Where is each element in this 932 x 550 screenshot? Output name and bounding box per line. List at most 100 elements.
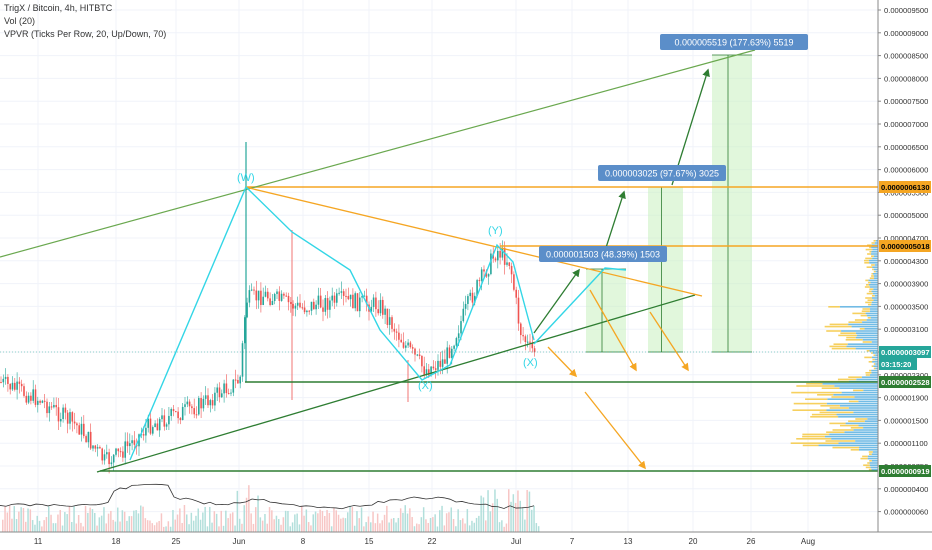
candle-body xyxy=(375,297,377,310)
candle-body xyxy=(211,400,214,406)
candle-body xyxy=(331,295,333,301)
candle-body xyxy=(384,308,386,315)
candle-body xyxy=(471,292,474,303)
volume-bar xyxy=(202,512,204,532)
vpvr-up xyxy=(855,347,878,350)
vpvr-down xyxy=(867,303,872,306)
candle-body xyxy=(20,383,23,387)
time-tick-label: 15 xyxy=(365,537,374,546)
bear-arrow xyxy=(584,391,646,470)
candle-body xyxy=(457,333,460,339)
volume-bar xyxy=(252,523,255,532)
candle-body xyxy=(508,262,511,266)
vpvr-up xyxy=(867,455,878,458)
candle-body xyxy=(361,295,363,298)
vpvr-down xyxy=(873,363,876,365)
volume-bar xyxy=(34,524,36,532)
candle-body xyxy=(50,406,53,408)
candle-body xyxy=(66,412,69,424)
candle-body xyxy=(490,253,492,275)
volume-bar xyxy=(519,500,521,532)
candle-body xyxy=(255,290,258,301)
candle-body xyxy=(103,454,106,461)
volume-bar xyxy=(11,518,13,532)
vpvr-down xyxy=(792,409,827,411)
chart-legend: TrigX / Bitcoin, 4h, HITBTC Vol (20) VPV… xyxy=(4,2,166,41)
candle-body xyxy=(145,427,147,436)
candle-body xyxy=(76,423,78,426)
volume-bar xyxy=(195,515,197,532)
price-tick-label: 0.000009000 xyxy=(884,29,928,38)
vpvr-down xyxy=(867,299,874,301)
volume-bar xyxy=(381,520,383,532)
vpvr-up xyxy=(851,325,878,328)
volume-bar xyxy=(487,490,489,532)
volume-bar xyxy=(22,507,25,532)
volume-bar xyxy=(508,489,510,532)
candle-body xyxy=(478,280,481,282)
volume-bar xyxy=(457,509,459,532)
vpvr-down xyxy=(864,356,872,359)
candle-body xyxy=(253,289,255,291)
vpvr-down xyxy=(791,391,842,394)
candle-body xyxy=(260,290,262,305)
vpvr-down xyxy=(802,435,825,438)
volume-bar xyxy=(450,507,452,532)
candle-body xyxy=(464,303,467,309)
volume-bar xyxy=(243,505,245,532)
candle-body xyxy=(388,317,391,325)
volume-bar xyxy=(18,511,20,532)
price-tick-label: 0.000000400 xyxy=(884,485,928,494)
volume-bar xyxy=(370,522,372,532)
target-zone xyxy=(586,269,626,352)
candle-body xyxy=(46,401,48,414)
candle-body xyxy=(467,296,469,304)
price-badge-label: 0.0000000919 xyxy=(881,467,930,476)
vpvr-up xyxy=(868,259,878,262)
volume-bar xyxy=(234,525,236,532)
vpvr-up xyxy=(869,310,878,312)
wave-projection-line xyxy=(533,267,627,345)
volume-bar xyxy=(137,513,140,532)
vpvr-down xyxy=(865,301,872,304)
volume-bar xyxy=(314,511,317,532)
vpvr-down xyxy=(802,433,830,436)
vpvr-up xyxy=(873,275,878,277)
price-tick-label: 0.000003500 xyxy=(884,302,928,311)
volume-bar xyxy=(140,505,142,532)
trendline-upper-green xyxy=(0,49,756,258)
vpvr-up xyxy=(822,383,878,385)
candle-body xyxy=(216,387,218,393)
vpvr-up xyxy=(847,343,878,345)
vpvr-up xyxy=(875,363,878,365)
candle-body xyxy=(16,381,18,390)
candle-body xyxy=(513,274,515,290)
candle-body xyxy=(69,412,71,424)
candle-body xyxy=(186,401,189,405)
vpvr-down xyxy=(852,312,866,315)
candle-body xyxy=(257,290,260,301)
candle-body xyxy=(301,307,304,309)
volume-bar xyxy=(169,526,172,532)
candle-body xyxy=(207,395,209,406)
vpvr-down xyxy=(853,389,864,392)
vpvr-down xyxy=(790,442,839,444)
volume-bar xyxy=(337,514,340,532)
volume-bar xyxy=(294,514,296,532)
candle-body xyxy=(32,389,34,401)
candle-body xyxy=(11,382,14,390)
candle-body xyxy=(296,302,299,306)
volume-bar xyxy=(209,506,211,532)
price-tick-label: 0.000001100 xyxy=(884,439,928,448)
vpvr-up xyxy=(826,402,878,405)
bear-arrow xyxy=(547,346,578,378)
vpvr-up xyxy=(834,385,878,387)
vpvr-down xyxy=(819,411,854,414)
volume-bar xyxy=(333,508,335,532)
bear-arrow xyxy=(589,289,637,372)
candle-body xyxy=(377,309,379,314)
candle-body xyxy=(9,383,11,390)
vpvr-up xyxy=(874,264,878,266)
candle-body xyxy=(421,355,423,367)
